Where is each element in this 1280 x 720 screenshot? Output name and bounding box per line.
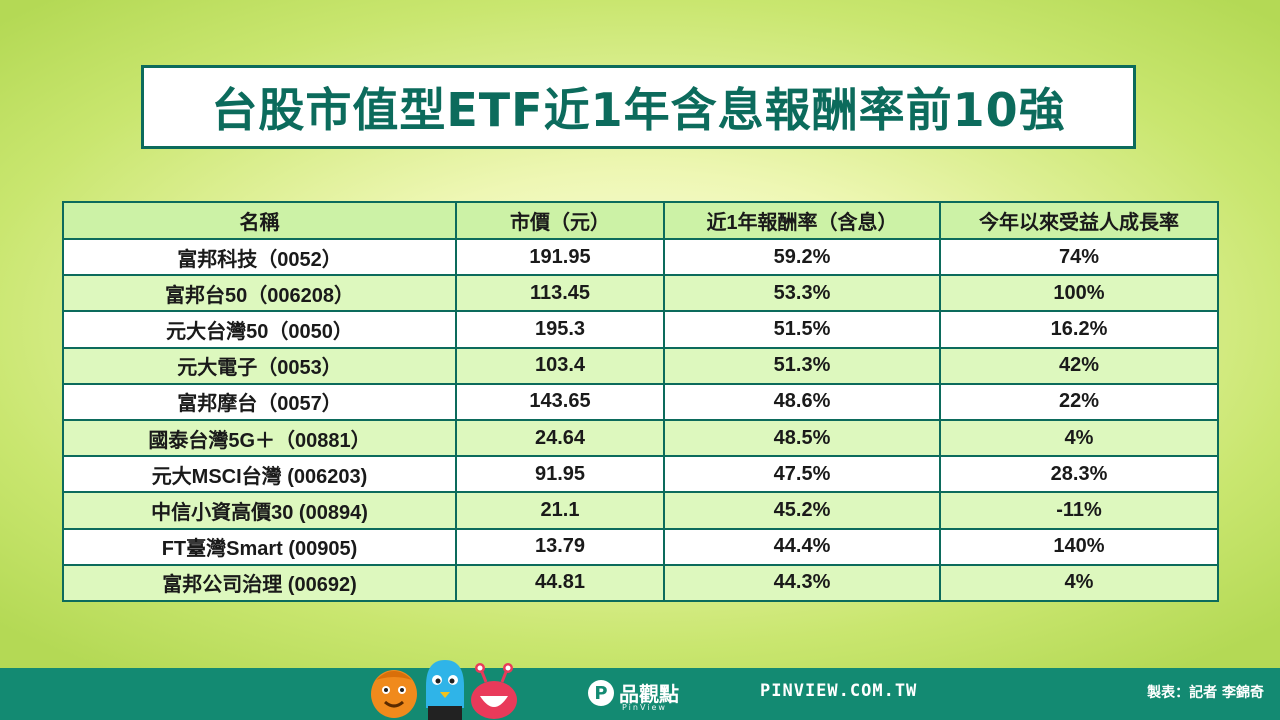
cell-return: 44.3% (663, 563, 941, 603)
site-url: PINVIEW.COM.TW (760, 681, 918, 701)
header-return: 近1年報酬率（含息） (663, 201, 941, 240)
cell-name: 元大MSCI台灣 (006203) (62, 455, 457, 494)
cell-price: 191.95 (455, 237, 665, 277)
cell-growth: 74% (939, 237, 1219, 277)
header-growth: 今年以來受益人成長率 (939, 201, 1219, 240)
table-row: 元大MSCI台灣 (006203) 91.95 47.5% 28.3% (62, 455, 1219, 494)
cell-growth: 140% (939, 527, 1219, 566)
cell-growth: 4% (939, 418, 1219, 458)
cell-name: FT臺灣Smart (00905) (62, 527, 457, 566)
table-row: FT臺灣Smart (00905) 13.79 44.4% 140% (62, 527, 1219, 566)
cell-price: 13.79 (455, 527, 665, 566)
table-header-row: 名稱 市價（元） 近1年報酬率（含息） 今年以來受益人成長率 (62, 201, 1219, 240)
cell-name: 元大電子（0053） (62, 346, 457, 385)
table-row: 中信小資高價30 (00894) 21.1 45.2% -11% (62, 491, 1219, 530)
cell-return: 59.2% (663, 237, 941, 277)
table-row: 國泰台灣5G＋（00881） 24.64 48.5% 4% (62, 418, 1219, 458)
pinview-logo-icon: P (588, 680, 614, 706)
cell-return: 45.2% (663, 491, 941, 530)
title-banner: 台股市值型ETF近1年含息報酬率前10強 (141, 65, 1136, 149)
cell-price: 113.45 (455, 274, 665, 313)
page-title: 台股市值型ETF近1年含息報酬率前10強 (211, 83, 1066, 137)
table-row: 富邦摩台（0057） 143.65 48.6% 22% (62, 382, 1219, 421)
cell-return: 44.4% (663, 527, 941, 566)
cell-growth: 22% (939, 382, 1219, 421)
brand-name-en: PinView (622, 703, 667, 712)
cell-name: 國泰台灣5G＋（00881） (62, 418, 457, 458)
cell-growth: 4% (939, 563, 1219, 603)
cell-name: 中信小資高價30 (00894) (62, 491, 457, 530)
cell-return: 51.3% (663, 346, 941, 385)
cell-growth: 100% (939, 274, 1219, 313)
cell-name: 富邦公司治理 (00692) (62, 563, 457, 603)
brand-name: 品觀點 (619, 682, 679, 706)
cell-return: 47.5% (663, 455, 941, 494)
credit-text: 製表：記者 李錦奇 (1147, 685, 1264, 701)
cell-growth: 42% (939, 346, 1219, 385)
cell-name: 元大台灣50（0050） (62, 310, 457, 349)
table-row: 富邦公司治理 (00692) 44.81 44.3% 4% (62, 563, 1219, 603)
cell-price: 21.1 (455, 491, 665, 530)
cell-name: 富邦摩台（0057） (62, 382, 457, 421)
table-row: 富邦科技（0052） 191.95 59.2% 74% (62, 237, 1219, 277)
cell-return: 53.3% (663, 274, 941, 313)
pink-mascot-icon (471, 663, 517, 719)
cell-return: 48.6% (663, 382, 941, 421)
cell-price: 195.3 (455, 310, 665, 349)
cell-price: 103.4 (455, 346, 665, 385)
header-price: 市價（元） (455, 201, 665, 240)
cell-growth: 28.3% (939, 455, 1219, 494)
cell-return: 51.5% (663, 310, 941, 349)
cell-name: 富邦台50（006208） (62, 274, 457, 313)
cell-growth: 16.2% (939, 310, 1219, 349)
cell-price: 44.81 (455, 563, 665, 603)
cell-price: 24.64 (455, 418, 665, 458)
orange-mascot-icon (371, 670, 417, 718)
blue-mascot-icon (426, 660, 464, 720)
table-row: 元大台灣50（0050） 195.3 51.5% 16.2% (62, 310, 1219, 349)
cell-growth: -11% (939, 491, 1219, 530)
cell-price: 143.65 (455, 382, 665, 421)
table-row: 富邦台50（006208） 113.45 53.3% 100% (62, 274, 1219, 313)
cell-name: 富邦科技（0052） (62, 237, 457, 277)
cell-price: 91.95 (455, 455, 665, 494)
footer-bar (0, 668, 1280, 720)
table-row: 元大電子（0053） 103.4 51.3% 42% (62, 346, 1219, 385)
header-name: 名稱 (62, 201, 457, 240)
etf-ranking-table: 名稱 市價（元） 近1年報酬率（含息） 今年以來受益人成長率 富邦科技（0052… (62, 201, 1219, 603)
cell-return: 48.5% (663, 418, 941, 458)
